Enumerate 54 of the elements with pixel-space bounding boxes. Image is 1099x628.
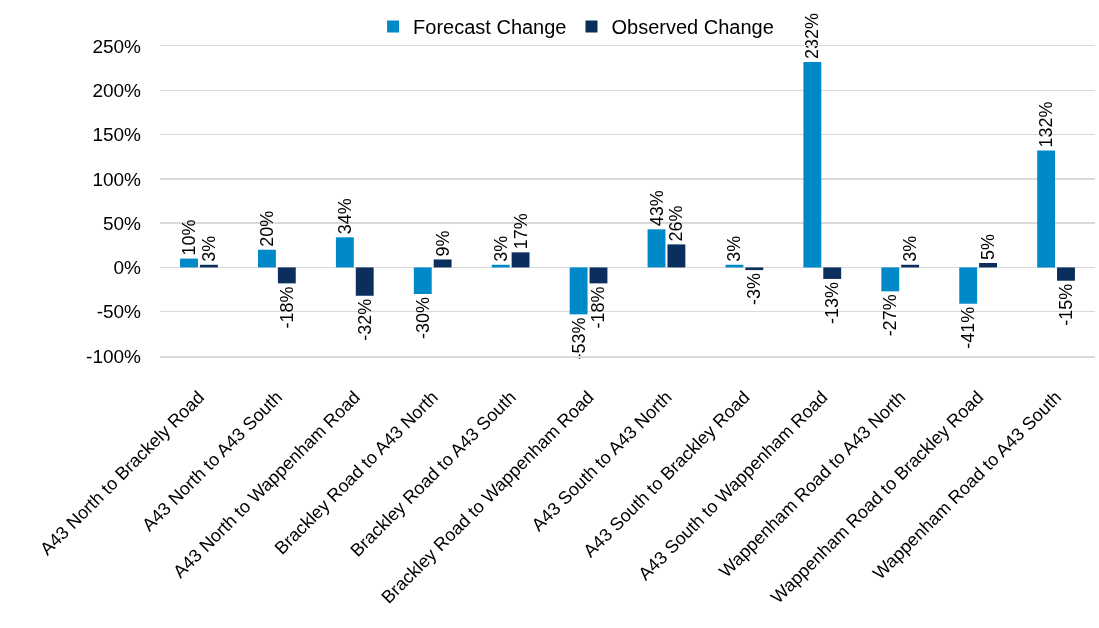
bar [1057, 267, 1075, 281]
data-label: 10% [179, 219, 200, 256]
data-label: -32% [354, 298, 375, 341]
bar [511, 252, 530, 268]
data-label: 43% [646, 190, 667, 227]
data-label: 9% [432, 230, 453, 257]
data-label: 3% [198, 235, 219, 262]
data-label: -41% [958, 306, 979, 349]
data-label: -3% [744, 273, 765, 306]
bar [979, 263, 997, 268]
bar [1037, 150, 1056, 268]
bar [433, 259, 452, 268]
bar [180, 258, 198, 268]
bar [413, 267, 432, 294]
data-label: 34% [334, 198, 355, 235]
bar [823, 267, 842, 279]
data-label: 17% [510, 213, 531, 250]
data-label: 3% [490, 235, 511, 262]
bar [569, 267, 588, 315]
bar [745, 267, 764, 271]
data-label: 3% [900, 235, 921, 262]
data-label: 3% [724, 235, 745, 262]
data-label: -18% [588, 286, 609, 329]
data-label: 26% [666, 205, 687, 242]
data-label: -13% [822, 281, 843, 324]
y-tick-label: 0% [113, 257, 142, 279]
bar [589, 267, 608, 284]
data-label: -53% [568, 317, 589, 360]
legend-label: Observed Change [611, 16, 774, 39]
data-label: -30% [412, 297, 433, 340]
data-label: 132% [1036, 101, 1057, 148]
bar [881, 267, 900, 292]
y-tick-label: 100% [92, 168, 142, 190]
data-label: 20% [256, 210, 277, 247]
bar [647, 229, 666, 268]
data-label: 5% [978, 233, 999, 260]
y-tick-label: 200% [92, 79, 142, 101]
y-tick-label: -100% [86, 345, 142, 367]
data-label: 232% [802, 12, 823, 59]
y-tick-label: -50% [96, 301, 142, 323]
legend-label: Forecast Change [413, 16, 567, 39]
data-label: -18% [276, 286, 297, 329]
bar [258, 249, 276, 268]
bar [803, 61, 822, 268]
bar [355, 267, 374, 296]
data-label: -15% [1055, 283, 1076, 326]
y-tick-label: 50% [102, 212, 142, 234]
y-tick-label: 250% [92, 35, 142, 57]
data-label: -27% [880, 294, 901, 337]
y-tick-label: 150% [92, 124, 142, 146]
bar [959, 267, 978, 304]
bar [277, 267, 296, 284]
bar [667, 244, 686, 268]
bar [335, 237, 354, 268]
